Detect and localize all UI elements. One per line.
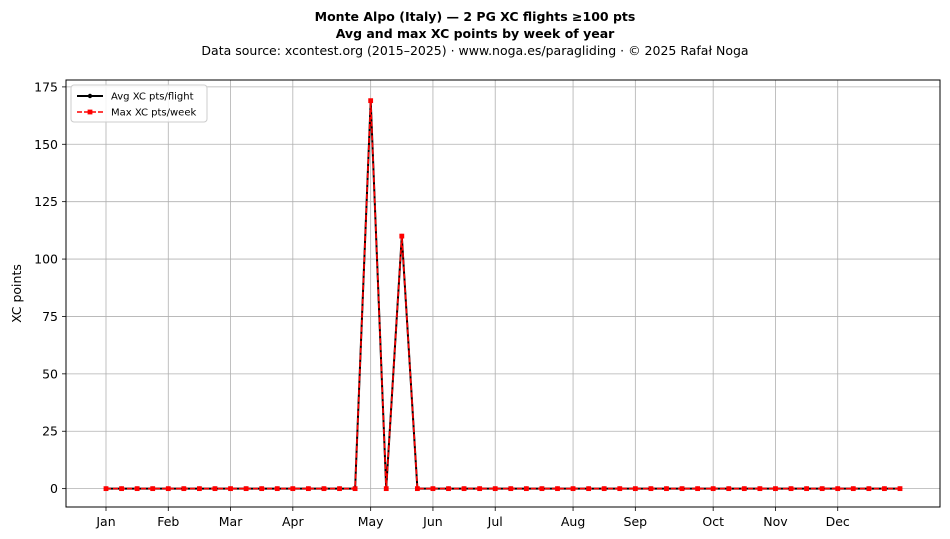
max-point	[695, 486, 701, 492]
legend: Avg XC pts/flight Max XC pts/week	[70, 84, 208, 123]
max-point	[866, 486, 872, 492]
y-tick-label: 150	[34, 137, 58, 152]
max-point	[477, 486, 483, 492]
max-point	[897, 486, 903, 492]
max-point	[850, 486, 856, 492]
max-point	[741, 486, 747, 492]
legend-box	[70, 84, 208, 123]
max-point	[757, 486, 763, 492]
max-point	[321, 486, 327, 492]
max-point	[337, 486, 342, 492]
x-tick-label: Sep	[624, 514, 648, 529]
max-point	[228, 486, 233, 492]
max-point	[134, 486, 140, 492]
legend-marker	[87, 109, 93, 115]
y-tick-label: 100	[34, 252, 58, 267]
max-point	[664, 486, 669, 492]
max-point	[368, 98, 374, 104]
series-line-avg	[106, 100, 900, 490]
plot-frame	[65, 79, 941, 508]
max-point	[617, 486, 623, 492]
y-tick-label: 25	[42, 424, 58, 439]
max-point	[555, 486, 560, 492]
max-point	[882, 486, 887, 492]
max-point	[352, 486, 358, 492]
max-point	[165, 486, 171, 492]
max-point	[601, 486, 607, 492]
max-point	[539, 486, 545, 492]
legend-marker	[87, 93, 93, 99]
chart-title-block: Monte Alpo (Italy) — 2 PG XC flights ≥10…	[0, 8, 950, 59]
max-point	[586, 486, 592, 492]
max-point	[523, 486, 529, 492]
y-tick-label: 0	[50, 481, 58, 496]
max-point	[243, 486, 249, 492]
x-tick-label: Jan	[95, 514, 115, 529]
max-point	[819, 486, 825, 492]
y-tick-label: 175	[34, 79, 58, 94]
max-point	[446, 486, 451, 492]
max-point	[103, 486, 109, 492]
chart-subtitle: Avg and max XC points by week of year	[335, 26, 615, 41]
x-tick-label: Nov	[763, 514, 788, 529]
x-tick-label: Mar	[219, 514, 243, 529]
max-point	[290, 486, 296, 492]
max-point	[773, 486, 778, 492]
max-point	[414, 486, 420, 492]
max-point	[399, 233, 405, 239]
chart-source: Data source: xcontest.org (2015–2025) · …	[201, 43, 749, 58]
series	[103, 98, 903, 492]
max-point	[788, 486, 794, 492]
x-tick-label: Apr	[282, 514, 304, 529]
y-axis-label: XC points	[9, 264, 24, 323]
max-point	[383, 486, 389, 492]
max-point	[119, 486, 124, 492]
series-line-max	[106, 100, 900, 490]
x-tick-label: Aug	[561, 514, 585, 529]
x-tick-label: Jun	[422, 514, 443, 529]
max-point	[150, 486, 156, 492]
max-point	[679, 486, 685, 492]
max-point	[305, 486, 311, 492]
max-point	[632, 486, 638, 492]
max-point	[570, 486, 576, 492]
max-point	[804, 486, 809, 492]
x-tick-label: Dec	[826, 514, 850, 529]
x-axis: Jan Feb Mar Apr May Jun Jul Aug Sep Oct Nov Dec	[95, 507, 850, 529]
x-tick-label: Feb	[157, 514, 179, 529]
y-tick-label: 50	[42, 366, 58, 381]
legend-label: Avg XC pts/flight	[111, 92, 194, 103]
y-axis: 0 25 50 75 100 125 150 175	[34, 79, 66, 496]
max-point	[648, 486, 654, 492]
max-point	[726, 486, 732, 492]
max-point	[508, 486, 514, 492]
max-point	[461, 486, 467, 492]
max-point	[212, 486, 218, 492]
x-tick-label: May	[358, 514, 384, 529]
max-point	[710, 486, 716, 492]
max-point	[181, 486, 187, 492]
chart-title: Monte Alpo (Italy) — 2 PG XC flights ≥10…	[314, 9, 636, 24]
y-tick-label: 125	[34, 194, 58, 209]
max-point	[259, 486, 265, 492]
y-tick-label: 75	[42, 309, 58, 324]
x-tick-label: Jul	[487, 514, 503, 529]
x-tick-label: Oct	[702, 514, 724, 529]
legend-label: Max XC pts/week	[111, 108, 196, 119]
max-point	[492, 486, 498, 492]
max-point	[197, 486, 202, 492]
max-point	[835, 486, 841, 492]
grid	[66, 80, 940, 507]
max-point	[430, 486, 436, 492]
max-point	[274, 486, 280, 492]
